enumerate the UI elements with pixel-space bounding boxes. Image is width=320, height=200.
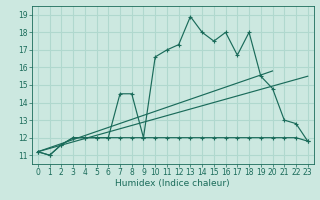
X-axis label: Humidex (Indice chaleur): Humidex (Indice chaleur) bbox=[116, 179, 230, 188]
